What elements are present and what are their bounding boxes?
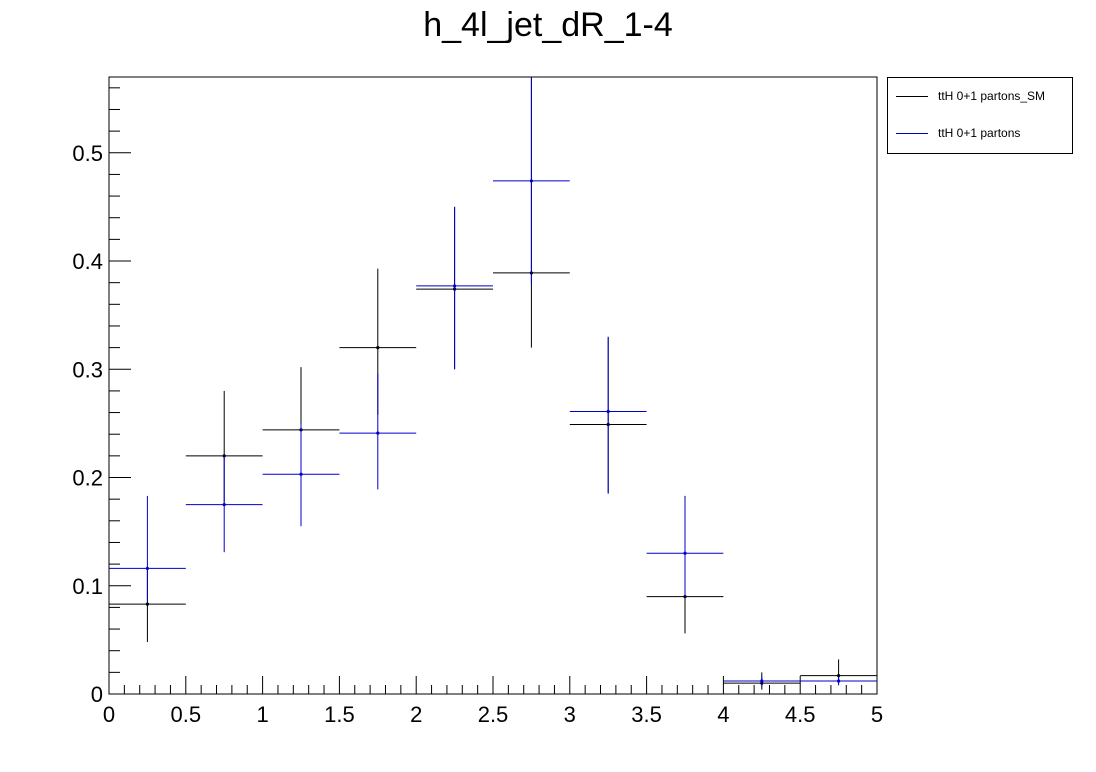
y-tick-label: 0.4: [72, 249, 103, 274]
y-tick-label: 0.5: [72, 141, 103, 166]
point-bsm: [145, 566, 149, 571]
x-tick-label: 3: [564, 702, 576, 727]
legend-entry-sm: ttH 0+1 partons_SM: [896, 86, 1045, 106]
y-tick-label: 0.1: [72, 574, 103, 599]
legend-entry-bsm: ttH 0+1 partons: [896, 123, 1020, 143]
x-tick-label: 1.5: [324, 702, 355, 727]
x-tick-label: 5: [871, 702, 883, 727]
y-tick-label: 0.2: [72, 466, 103, 491]
x-tick-label: 1: [256, 702, 268, 727]
point-sm: [145, 602, 149, 606]
point-bsm: [837, 679, 841, 683]
point-sm: [376, 346, 380, 350]
x-tick-label: 0: [103, 702, 115, 727]
legend-label-sm: ttH 0+1 partons_SM: [938, 89, 1046, 103]
x-tick-label: 4.5: [785, 702, 816, 727]
legend: ttH 0+1 partons_SM ttH 0+1 partons: [887, 77, 1073, 154]
point-sm: [837, 673, 841, 678]
legend-label-bsm: ttH 0+1 partons: [938, 126, 1021, 140]
plot-frame: [108, 76, 878, 695]
legend-swatch-bsm: [896, 132, 928, 134]
y-tick-label: 0.3: [72, 357, 103, 382]
x-tick-label: 2.5: [478, 702, 509, 727]
point-bsm: [683, 551, 687, 555]
point-bsm: [376, 431, 380, 435]
point-bsm: [299, 472, 303, 476]
point-bsm: [760, 679, 764, 683]
point-bsm: [529, 179, 534, 183]
point-bsm: [453, 284, 457, 288]
point-bsm: [606, 409, 610, 414]
x-tick-label: 4: [717, 702, 729, 727]
x-tick-label: 0.5: [171, 702, 202, 727]
x-tick-label: 3.5: [631, 702, 662, 727]
y-tick-label: 0: [91, 682, 103, 707]
plot-title: h_4l_jet_dR_1-4: [423, 6, 673, 44]
legend-swatch-sm: [896, 95, 928, 97]
x-tick-label: 2: [410, 702, 422, 727]
point-bsm: [222, 502, 226, 507]
